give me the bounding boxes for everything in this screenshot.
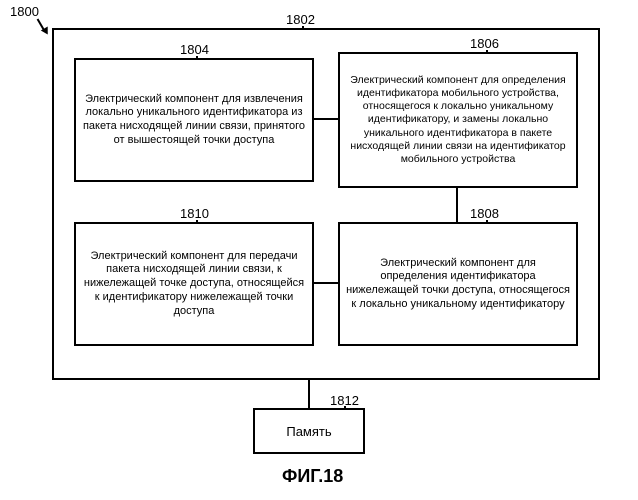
diagram-canvas: 1800 1802 Электрический компонент для из… xyxy=(0,0,638,500)
conn-1806-1808 xyxy=(456,188,458,222)
conn-container-memory xyxy=(308,380,310,408)
tick-1808 xyxy=(486,220,488,224)
box-1806: Электрический компонент для определения … xyxy=(338,52,578,188)
tick-1804 xyxy=(196,56,198,60)
label-1804: 1804 xyxy=(180,42,209,57)
label-1810: 1810 xyxy=(180,206,209,221)
label-1806: 1806 xyxy=(470,36,499,51)
label-1808: 1808 xyxy=(470,206,499,221)
tick-1810 xyxy=(196,220,198,224)
conn-1808-1810 xyxy=(314,282,338,284)
memory-text: Память xyxy=(286,424,331,439)
figure-label: ФИГ.18 xyxy=(282,466,343,487)
box-1808: Электрический компонент для определения … xyxy=(338,222,578,346)
tick-1806 xyxy=(486,50,488,54)
text-1810: Электрический компонент для передачи пак… xyxy=(82,250,306,319)
label-1800: 1800 xyxy=(10,4,39,19)
tick-1812 xyxy=(344,406,346,410)
text-1806: Электрический компонент для определения … xyxy=(346,74,570,166)
box-1804: Электрический компонент для извлечения л… xyxy=(74,58,314,182)
memory-box: Память xyxy=(253,408,365,454)
text-1808: Электрический компонент для определения … xyxy=(346,257,570,312)
text-1804: Электрический компонент для извлечения л… xyxy=(82,93,306,148)
conn-1804-1806 xyxy=(314,118,338,120)
tick-1802 xyxy=(302,26,304,30)
box-1810: Электрический компонент для передачи пак… xyxy=(74,222,314,346)
label-1802: 1802 xyxy=(286,12,315,27)
